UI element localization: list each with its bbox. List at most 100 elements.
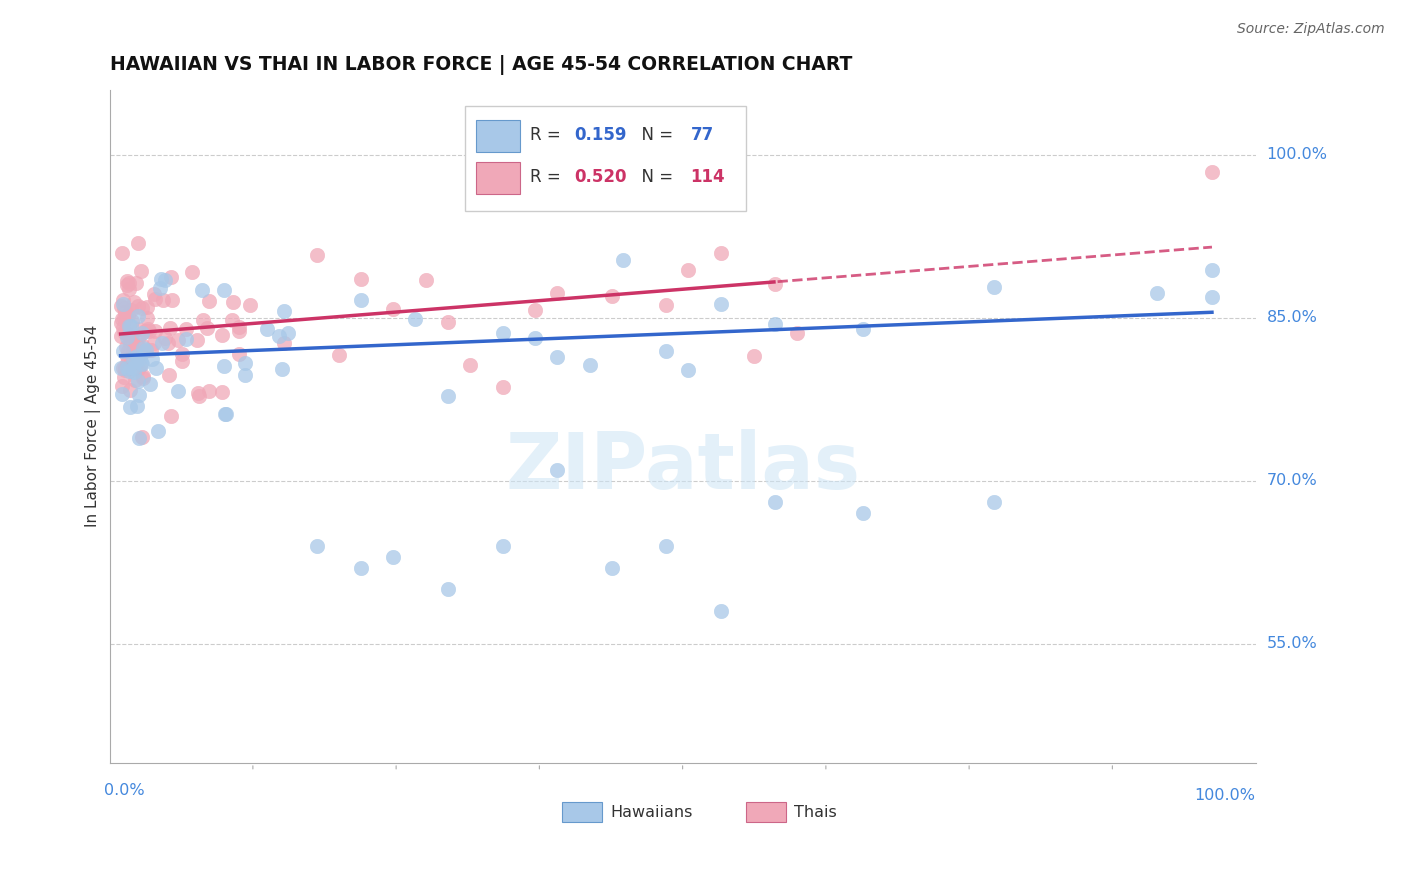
Point (129, 347, 152, 361)
Point (710, 297, 733, 311)
Point (170, 347, 193, 361)
Point (612, 252, 634, 267)
Text: Thais: Thais (794, 805, 837, 820)
Point (114, 340, 136, 354)
Point (115, 311, 138, 326)
Text: 0.0%: 0.0% (104, 782, 145, 797)
Point (655, 298, 678, 312)
Point (221, 313, 243, 327)
Point (128, 431, 150, 445)
Point (134, 324, 156, 338)
Point (138, 324, 160, 338)
Point (269, 329, 291, 343)
Point (118, 282, 141, 296)
Point (228, 324, 250, 338)
Point (132, 370, 155, 384)
Point (742, 349, 765, 363)
Point (160, 270, 183, 285)
Text: Hawaiians: Hawaiians (610, 805, 693, 820)
Point (273, 336, 295, 351)
Point (166, 384, 188, 398)
Point (112, 326, 135, 340)
Point (524, 302, 547, 317)
Point (124, 373, 146, 387)
Point (118, 357, 141, 371)
Point (115, 356, 138, 370)
Point (115, 274, 138, 288)
Point (197, 293, 219, 308)
Point (305, 248, 328, 262)
Point (546, 350, 568, 364)
Text: 85.0%: 85.0% (1267, 310, 1317, 326)
Point (125, 276, 148, 290)
Point (127, 299, 149, 313)
Point (491, 539, 513, 553)
Point (153, 273, 176, 287)
Point (118, 400, 141, 414)
Point (127, 322, 149, 336)
FancyBboxPatch shape (477, 161, 520, 194)
Point (131, 337, 153, 351)
Point (159, 321, 181, 335)
Point (112, 293, 135, 308)
Point (111, 344, 134, 359)
Point (127, 309, 149, 323)
Point (114, 310, 136, 325)
Point (115, 330, 138, 344)
Point (142, 287, 165, 301)
Text: N =: N = (631, 168, 679, 186)
FancyBboxPatch shape (477, 120, 520, 153)
Point (115, 326, 138, 341)
Point (128, 352, 150, 367)
Point (129, 264, 152, 278)
Point (122, 351, 145, 365)
Point (120, 329, 142, 343)
Point (1146, 286, 1168, 301)
Point (1201, 289, 1223, 303)
Point (143, 336, 166, 351)
Point (114, 305, 136, 319)
Point (305, 539, 328, 553)
Point (763, 495, 786, 509)
Point (1201, 165, 1223, 179)
Point (111, 245, 134, 260)
Text: 114: 114 (690, 168, 725, 186)
Point (128, 348, 150, 362)
Point (128, 388, 150, 402)
Point (127, 340, 149, 354)
Point (546, 286, 568, 301)
Point (191, 283, 214, 297)
Point (135, 311, 157, 326)
Point (112, 301, 135, 316)
Point (148, 425, 170, 439)
Point (983, 280, 1005, 294)
Point (125, 400, 148, 414)
Point (546, 463, 568, 477)
Point (120, 319, 142, 334)
Point (134, 344, 156, 359)
Point (655, 539, 678, 553)
Point (129, 359, 152, 373)
Point (763, 317, 786, 331)
Point (122, 361, 145, 376)
Point (350, 271, 373, 285)
Point (215, 407, 238, 421)
Point (143, 324, 166, 338)
Point (129, 356, 152, 370)
Point (125, 349, 148, 363)
Point (118, 383, 141, 397)
Point (131, 326, 153, 340)
Point (193, 313, 215, 327)
Point (195, 320, 218, 334)
Point (149, 280, 172, 294)
Point (127, 331, 149, 345)
Point (763, 277, 786, 291)
Point (122, 295, 145, 310)
Point (110, 316, 132, 330)
Point (277, 326, 299, 340)
Point (111, 320, 134, 334)
Point (141, 351, 163, 366)
FancyBboxPatch shape (745, 802, 786, 822)
Point (239, 298, 262, 312)
Point (136, 321, 159, 335)
